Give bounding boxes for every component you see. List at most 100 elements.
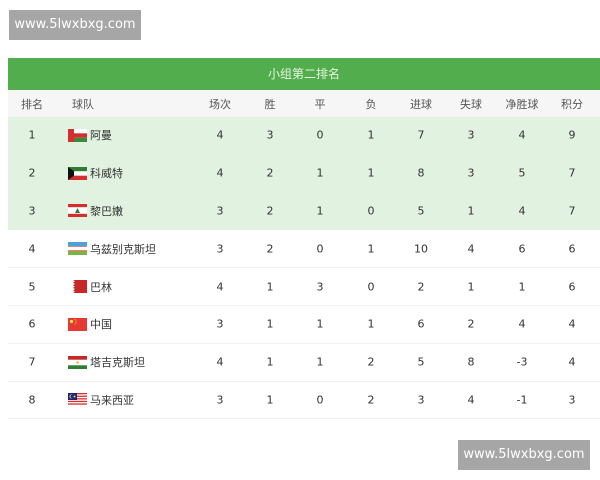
kuwait-flag-icon (68, 166, 87, 180)
rank-cell: 6 (28, 317, 36, 331)
played-cell: 3 (216, 204, 224, 218)
ga-cell: 2 (467, 317, 475, 331)
gd-cell: 6 (518, 242, 526, 256)
rank-cell: 4 (28, 242, 36, 256)
table-row: 1 阿曼 4 3 0 1 7 3 4 9 (8, 117, 600, 155)
ga-cell: 4 (467, 242, 475, 256)
column-header: 球队 (72, 97, 94, 111)
pts-cell: 6 (568, 242, 576, 256)
column-header: 场次 (209, 97, 231, 111)
ga-cell: 4 (467, 393, 475, 407)
d-cell: 1 (316, 166, 324, 180)
team-name: 马来西亚 (90, 393, 134, 407)
ga-cell: 3 (467, 128, 475, 142)
d-cell: 0 (316, 128, 324, 142)
played-cell: 4 (216, 280, 224, 294)
table-title: 小组第二排名 (8, 58, 600, 90)
w-cell: 1 (266, 355, 274, 369)
l-cell: 1 (367, 128, 375, 142)
played-cell: 3 (216, 393, 224, 407)
team-name: 阿曼 (90, 129, 112, 143)
pts-cell: 6 (568, 280, 576, 294)
gd-cell: -1 (516, 393, 528, 407)
pts-cell: 7 (568, 166, 576, 180)
gd-cell: -3 (516, 355, 528, 369)
malaysia-flag-icon (68, 393, 87, 407)
l-cell: 2 (367, 393, 375, 407)
d-cell: 1 (316, 204, 324, 218)
team-cell: 阿曼 (68, 127, 112, 143)
rank-cell: 5 (28, 280, 36, 294)
d-cell: 0 (316, 242, 324, 256)
team-cell: 黎巴嫩 (68, 203, 123, 219)
gd-cell: 4 (518, 317, 526, 331)
team-name: 中国 (90, 318, 112, 332)
w-cell: 2 (266, 242, 274, 256)
l-cell: 1 (367, 317, 375, 331)
rank-cell: 7 (28, 355, 36, 369)
played-cell: 4 (216, 128, 224, 142)
column-header: 积分 (561, 97, 583, 111)
l-cell: 0 (367, 280, 375, 294)
w-cell: 2 (266, 166, 274, 180)
team-cell: 巴林 (68, 279, 112, 295)
china-flag-icon (68, 317, 87, 331)
table-row: 4 乌兹别克斯坦 3 2 0 1 10 4 6 6 (8, 230, 600, 269)
watermark-top: www.5lwxbxg.com (9, 10, 141, 40)
table-row: 5 巴林 4 1 3 0 2 1 1 6 (8, 268, 600, 306)
rank-cell: 3 (28, 204, 36, 218)
column-header: 平 (314, 97, 326, 111)
ga-cell: 8 (467, 355, 475, 369)
gf-cell: 5 (417, 204, 425, 218)
played-cell: 4 (216, 166, 224, 180)
w-cell: 1 (266, 317, 274, 331)
team-cell: 中国 (68, 316, 112, 332)
column-header: 进球 (410, 97, 432, 111)
column-header: 净胜球 (505, 97, 539, 111)
gf-cell: 5 (417, 355, 425, 369)
l-cell: 2 (367, 355, 375, 369)
gf-cell: 2 (417, 280, 425, 294)
rank-cell: 1 (28, 128, 36, 142)
oman-flag-icon (68, 128, 87, 142)
w-cell: 1 (266, 393, 274, 407)
ga-cell: 3 (467, 166, 475, 180)
team-name: 塔吉克斯坦 (90, 356, 145, 370)
d-cell: 1 (316, 355, 324, 369)
table-row: 3 黎巴嫩 3 2 1 0 5 1 4 7 (8, 192, 600, 231)
table-row: 8 马来西亚 3 1 0 2 3 4 -1 3 (8, 382, 600, 420)
column-header: 排名 (21, 97, 43, 111)
rank-cell: 8 (28, 393, 36, 407)
uzbekistan-flag-icon (68, 242, 87, 256)
table-row: 2 科威特 4 2 1 1 8 3 5 7 (8, 154, 600, 193)
ga-cell: 1 (467, 204, 475, 218)
l-cell: 0 (367, 204, 375, 218)
team-cell: 乌兹别克斯坦 (68, 241, 156, 257)
column-header: 胜 (264, 97, 276, 111)
column-header: 负 (365, 97, 377, 111)
pts-cell: 4 (568, 355, 576, 369)
table-row: 7 塔吉克斯坦 4 1 1 2 5 8 -3 4 (8, 344, 600, 382)
l-cell: 1 (367, 166, 375, 180)
played-cell: 3 (216, 317, 224, 331)
team-name: 科威特 (90, 167, 123, 181)
gf-cell: 8 (417, 166, 425, 180)
played-cell: 4 (216, 355, 224, 369)
d-cell: 1 (316, 317, 324, 331)
d-cell: 0 (316, 393, 324, 407)
header-row: 排名 球队 场次 胜 平 负 进球 失球 净胜球 积分 (8, 90, 600, 117)
team-name: 乌兹别克斯坦 (90, 242, 156, 256)
w-cell: 3 (266, 128, 274, 142)
column-header: 失球 (460, 97, 482, 111)
tajikistan-flag-icon (68, 355, 87, 369)
watermark-bottom: www.5lwxbxg.com (458, 440, 590, 470)
played-cell: 3 (216, 242, 224, 256)
rank-cell: 2 (28, 166, 36, 180)
gf-cell: 6 (417, 317, 425, 331)
gd-cell: 1 (518, 280, 526, 294)
lebanon-flag-icon (68, 204, 87, 218)
d-cell: 3 (316, 280, 324, 294)
gd-cell: 4 (518, 128, 526, 142)
pts-cell: 7 (568, 204, 576, 218)
w-cell: 1 (266, 280, 274, 294)
